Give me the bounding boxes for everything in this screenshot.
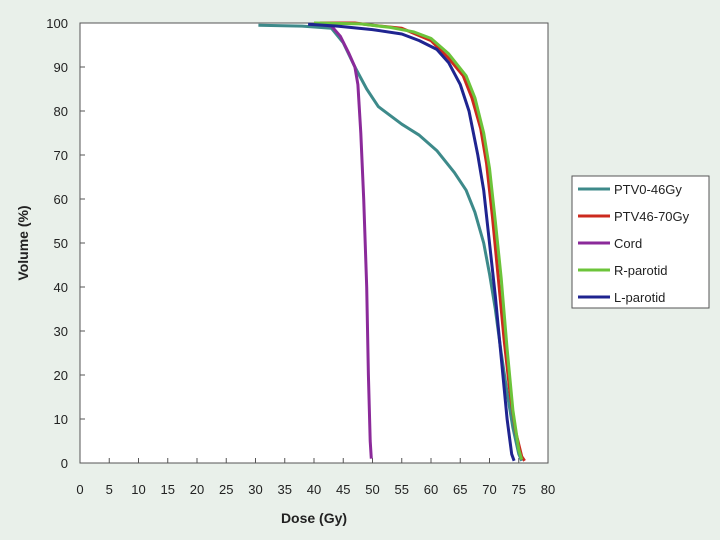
legend-label: Cord xyxy=(614,236,642,251)
x-tick-label: 30 xyxy=(248,482,262,497)
x-tick-label: 10 xyxy=(131,482,145,497)
x-tick-label: 0 xyxy=(76,482,83,497)
x-tick-label: 20 xyxy=(190,482,204,497)
legend-label: L-parotid xyxy=(614,290,665,305)
y-tick-label: 50 xyxy=(54,236,68,251)
y-axis: 0 10 20 30 40 50 60 70 80 90 100 xyxy=(46,16,85,471)
y-tick-label: 40 xyxy=(54,280,68,295)
series-lines xyxy=(258,21,526,462)
x-axis-title: Dose (Gy) xyxy=(281,510,347,526)
y-tick-label: 70 xyxy=(54,148,68,163)
x-tick-label: 55 xyxy=(395,482,409,497)
x-tick-label: 65 xyxy=(453,482,467,497)
plot-area xyxy=(79,22,549,464)
legend: PTV0-46Gy PTV46-70Gy Cord R-parotid L-paroti… xyxy=(571,175,710,309)
x-axis: 0 5 10 15 20 25 30 35 40 45 50 55 60 65 70 75 80 xyxy=(76,458,555,497)
x-tick-label: 15 xyxy=(161,482,175,497)
series-line-cord xyxy=(313,22,373,459)
x-tick-label: 50 xyxy=(365,482,379,497)
y-tick-label: 20 xyxy=(54,368,68,383)
y-tick-label: 0 xyxy=(61,456,68,471)
x-tick-label: 35 xyxy=(278,482,292,497)
series-line-l-parotid xyxy=(308,22,516,462)
y-tick-label: 30 xyxy=(54,324,68,339)
series-line-r-parotid xyxy=(313,21,524,460)
legend-label: PTV46-70Gy xyxy=(614,209,690,224)
legend-label: PTV0-46Gy xyxy=(614,182,682,197)
x-tick-label: 5 xyxy=(106,482,113,497)
y-tick-label: 60 xyxy=(54,192,68,207)
x-tick-label: 80 xyxy=(541,482,555,497)
y-tick-label: 100 xyxy=(46,16,68,31)
x-tick-label: 70 xyxy=(482,482,496,497)
x-tick-label: 60 xyxy=(424,482,438,497)
y-tick-label: 90 xyxy=(54,60,68,75)
y-axis-title: Volume (%) xyxy=(15,205,31,280)
x-tick-label: 25 xyxy=(219,482,233,497)
y-tick-label: 80 xyxy=(54,104,68,119)
legend-label: R-parotid xyxy=(614,263,667,278)
x-tick-label: 40 xyxy=(307,482,321,497)
x-tick-label: 45 xyxy=(336,482,350,497)
x-tick-label: 75 xyxy=(512,482,526,497)
y-tick-label: 10 xyxy=(54,412,68,427)
